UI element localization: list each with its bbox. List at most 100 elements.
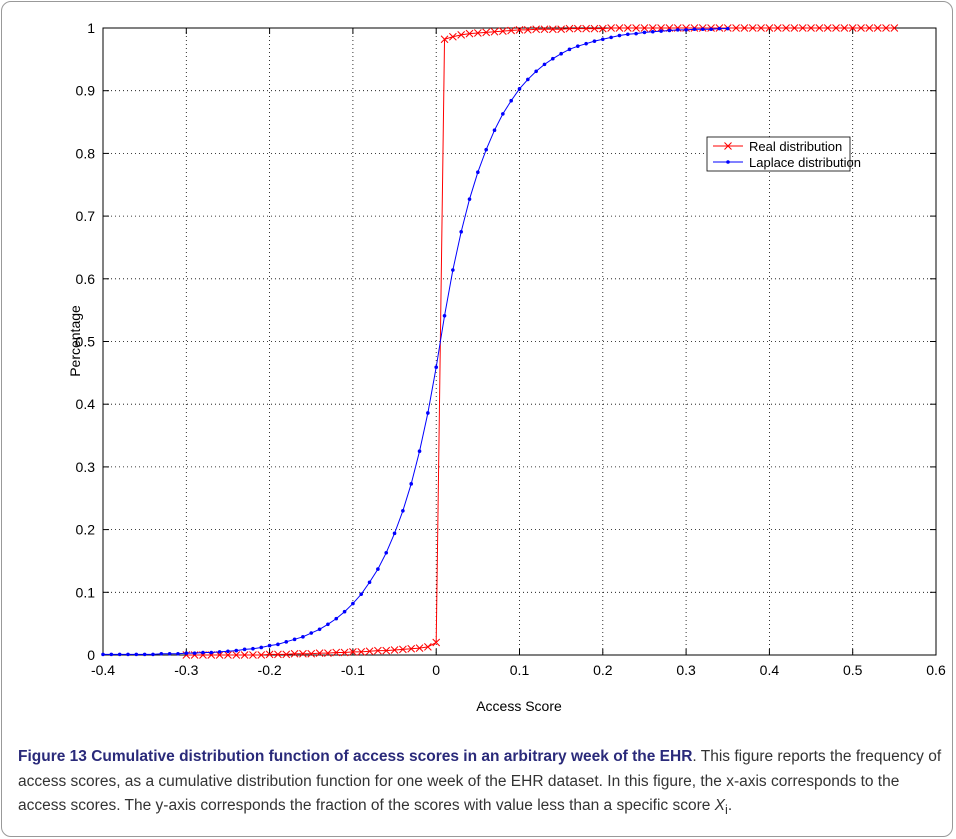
- marker: [215, 651, 224, 659]
- marker: [315, 649, 324, 657]
- marker: [401, 508, 405, 513]
- y-tick-label: 1: [87, 20, 95, 36]
- marker: [265, 650, 274, 659]
- marker: [451, 268, 455, 272]
- marker: [292, 637, 297, 642]
- marker: [548, 25, 557, 34]
- marker: [142, 652, 147, 657]
- plot-frame: [102, 27, 937, 656]
- marker: [151, 652, 155, 657]
- marker: [692, 27, 697, 32]
- marker: [374, 646, 382, 655]
- marker: [251, 646, 255, 651]
- marker: [284, 640, 289, 644]
- marker: [765, 24, 774, 32]
- x-axis-label: Access Score: [476, 698, 562, 714]
- marker: [224, 651, 232, 659]
- marker: [709, 27, 713, 32]
- legend-label: Real distribution: [749, 139, 842, 154]
- marker: [126, 652, 130, 657]
- y-tick-label: 0.8: [76, 145, 96, 161]
- marker: [257, 651, 266, 659]
- marker: [409, 482, 414, 486]
- marker: [490, 27, 499, 36]
- marker: [134, 652, 139, 657]
- marker: [598, 24, 607, 33]
- marker: [815, 24, 824, 32]
- marker: [384, 550, 389, 555]
- marker: [823, 24, 832, 32]
- marker: [659, 29, 663, 33]
- marker: [584, 41, 588, 46]
- marker: [449, 32, 457, 41]
- marker: [367, 580, 372, 585]
- x-tick-label: -0.1: [341, 662, 365, 678]
- marker: [424, 642, 432, 651]
- marker: [882, 24, 890, 32]
- marker: [590, 24, 599, 33]
- marker: [559, 51, 563, 56]
- marker: [307, 649, 316, 658]
- marker: [357, 648, 366, 656]
- marker: [299, 649, 307, 658]
- marker: [465, 29, 474, 38]
- marker: [249, 651, 257, 659]
- y-tick-label: 0: [87, 647, 95, 663]
- marker: [476, 170, 480, 175]
- caption: Figure 13 Cumulative distribution functi…: [18, 745, 943, 823]
- marker: [601, 37, 605, 42]
- y-tick-label: 0.7: [76, 208, 96, 224]
- marker: [873, 24, 882, 32]
- x-tick-label: 0.6: [926, 662, 946, 678]
- marker: [534, 69, 538, 74]
- marker: [657, 24, 665, 32]
- marker: [542, 62, 547, 67]
- marker: [417, 449, 422, 454]
- marker: [407, 644, 416, 653]
- marker: [567, 47, 572, 52]
- marker: [748, 24, 757, 32]
- y-tick-label: 0.2: [76, 522, 96, 538]
- marker: [217, 650, 222, 654]
- marker: [565, 24, 574, 33]
- marker: [426, 411, 430, 415]
- marker: [342, 609, 347, 614]
- marker: [717, 26, 722, 31]
- series: [182, 24, 899, 659]
- y-tick-label: 0.3: [76, 459, 96, 475]
- y-tick-label: 0.5: [76, 334, 96, 350]
- marker: [609, 35, 613, 40]
- x-tick-label: 0: [432, 662, 440, 678]
- marker: [226, 649, 230, 654]
- marker: [209, 650, 214, 655]
- marker: [332, 648, 341, 657]
- marker: [840, 24, 849, 32]
- marker: [415, 644, 424, 652]
- marker: [192, 651, 197, 655]
- caption-symbol: X: [714, 797, 726, 814]
- marker: [634, 31, 638, 36]
- marker: [309, 631, 314, 635]
- marker: [101, 652, 105, 657]
- marker: [176, 651, 180, 656]
- x-tick-label: 0.3: [676, 662, 696, 678]
- y-tick-label: 0.6: [76, 271, 96, 287]
- y-axis-label: Percentage: [67, 305, 83, 377]
- marker: [532, 25, 541, 34]
- marker: [782, 24, 790, 32]
- marker: [349, 648, 357, 656]
- marker: [290, 649, 299, 658]
- marker: [865, 24, 874, 32]
- marker: [650, 29, 655, 34]
- y-tick-label: 0.1: [76, 584, 96, 600]
- marker: [617, 33, 622, 38]
- marker: [473, 29, 482, 37]
- marker: [365, 647, 374, 656]
- marker: [359, 592, 364, 596]
- legend-marker: [724, 142, 732, 150]
- marker: [351, 601, 355, 606]
- marker: [457, 31, 466, 39]
- marker: [442, 313, 447, 318]
- caption-subscript: i: [725, 802, 728, 818]
- marker: [700, 27, 705, 32]
